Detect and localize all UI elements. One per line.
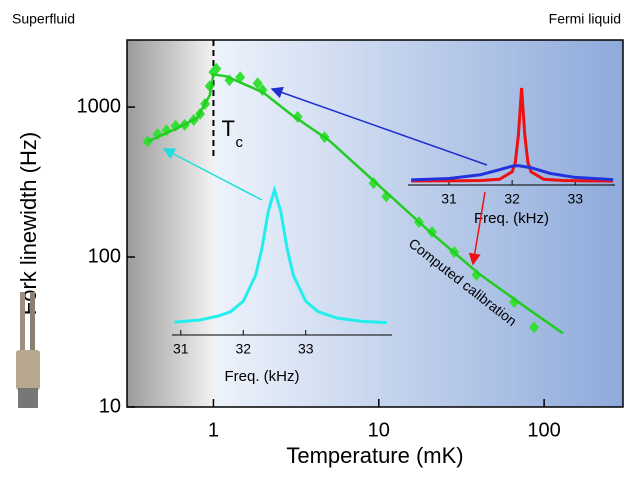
data-point <box>471 268 482 281</box>
arrow <box>162 148 263 201</box>
region-label: Superfluid <box>12 11 75 27</box>
tc-subscript: c <box>235 134 243 151</box>
x-tick-label: 32 <box>235 341 251 357</box>
plot-frame <box>126 39 624 408</box>
data-line <box>411 87 614 183</box>
x-tick-label: 31 <box>173 341 189 357</box>
data-line <box>411 164 614 182</box>
arrow <box>468 191 486 266</box>
data-point <box>211 62 222 75</box>
x-axis-label: Temperature (mK) <box>286 443 463 468</box>
superfluid-region <box>127 40 214 407</box>
x-tick-label: 10 <box>368 419 390 441</box>
data-point <box>509 296 520 309</box>
y-axis-label: Fork linewidth (Hz) <box>16 132 41 315</box>
region-label: Fermi liquid <box>549 11 621 27</box>
x-axis-label: Freq. (kHz) <box>225 368 300 385</box>
x-tick-label: 33 <box>567 191 583 207</box>
x-tick-label: 33 <box>298 341 314 357</box>
x-tick-label: 31 <box>441 191 457 207</box>
x-axis-label: Freq. (kHz) <box>474 210 549 227</box>
arrow <box>270 86 488 166</box>
x-tick-label: 100 <box>527 419 560 441</box>
data-line <box>174 184 388 325</box>
y-tick-label: 100 <box>88 245 121 267</box>
tc-label: T <box>221 116 234 141</box>
y-tick-label: 10 <box>99 395 121 417</box>
data-point <box>529 321 540 334</box>
x-tick-label: 1 <box>208 419 219 441</box>
y-tick-label: 1000 <box>77 95 122 117</box>
data-line <box>147 73 564 335</box>
x-tick-label: 32 <box>504 191 520 207</box>
fork-photo <box>16 292 40 408</box>
data-point <box>252 77 263 90</box>
